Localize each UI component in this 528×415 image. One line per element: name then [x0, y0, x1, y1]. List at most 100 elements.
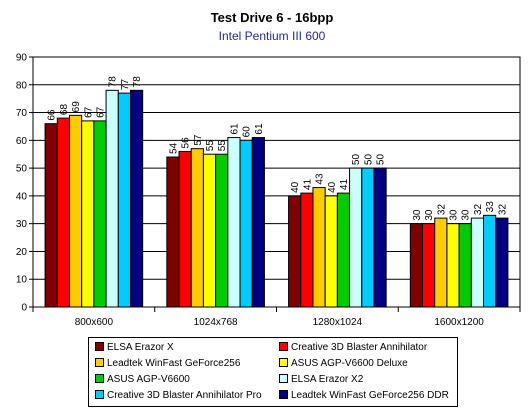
- legend-label: Leadtek WinFast GeForce256: [107, 358, 241, 369]
- x-tick-label: 1600x1200: [434, 317, 484, 328]
- legend-item: Leadtek WinFast GeForce256: [95, 357, 240, 371]
- y-tick-label: 70: [16, 108, 28, 119]
- data-label: 30: [424, 209, 435, 221]
- data-label: 40: [327, 181, 338, 193]
- bar: [215, 153, 229, 308]
- bar: [336, 192, 351, 308]
- data-label: 54: [168, 142, 179, 154]
- bar: [227, 137, 241, 308]
- y-tick-label: 0: [21, 303, 27, 314]
- y-tick-label: 20: [16, 247, 28, 258]
- legend-item: ASUS AGP-V6600 Deluxe: [279, 357, 408, 371]
- legend-label: ASUS AGP-V6600: [107, 374, 190, 385]
- data-label: 50: [363, 154, 374, 166]
- bar-chart: Test Drive 6 - 16bpp Intel Pentium III 6…: [16, 10, 521, 328]
- legend-swatch: [95, 341, 104, 351]
- chart-subtitle: Intel Pentium III 600: [219, 29, 326, 43]
- data-label: 30: [461, 209, 472, 221]
- x-tick-label: 1280x1024: [313, 317, 363, 328]
- bar: [44, 123, 58, 308]
- data-label: 41: [339, 179, 350, 191]
- x-axis-ticks: 800x600 1024x768 1280x1024 1600x1200: [32, 307, 521, 328]
- data-label: 50: [351, 154, 362, 166]
- data-label: 30: [412, 209, 423, 221]
- bar: [434, 217, 448, 308]
- legend-swatch: [279, 341, 288, 351]
- bar: [349, 167, 363, 308]
- bar: [300, 192, 314, 308]
- legend-swatch: [279, 373, 288, 383]
- bar: [93, 120, 107, 308]
- bar: [312, 187, 326, 308]
- bar: [361, 167, 375, 308]
- bar: [178, 150, 192, 308]
- data-label: 32: [497, 204, 508, 216]
- legend-item: Creative 3D Blaster Annihilator: [279, 341, 427, 355]
- data-label: 67: [95, 106, 106, 118]
- bar: [81, 120, 95, 308]
- x-tick-label: 1024x768: [194, 317, 238, 328]
- bar: [202, 153, 217, 308]
- legend-label: Creative 3D Blaster Annihilator: [291, 342, 428, 353]
- y-axis-ticks: 0 10 20 30 40 50 60 70 80 90: [16, 53, 33, 314]
- bar: [68, 114, 83, 308]
- bar: [422, 223, 436, 308]
- bar: [129, 89, 144, 308]
- bar: [483, 214, 497, 308]
- x-tick-label: 800x600: [75, 317, 114, 328]
- legend-swatch: [95, 389, 104, 399]
- data-label: 60: [242, 126, 253, 138]
- y-tick-label: 30: [16, 219, 28, 230]
- legend-label: ASUS AGP-V6600 Deluxe: [291, 358, 408, 369]
- legend-label: Leadtek WinFast GeForce256 DDR: [291, 390, 449, 401]
- chart-title: Test Drive 6 - 16bpp: [211, 10, 334, 25]
- legend-swatch: [279, 357, 288, 367]
- legend-item: ASUS AGP-V6600: [95, 373, 190, 387]
- data-label: 66: [47, 109, 58, 121]
- data-label: 32: [473, 204, 484, 216]
- data-label: 55: [205, 140, 216, 152]
- bar: [470, 217, 485, 308]
- data-label: 57: [193, 134, 204, 146]
- bar: [166, 156, 180, 308]
- bar: [373, 167, 387, 308]
- y-tick-label: 80: [16, 80, 28, 91]
- data-label: 67: [83, 106, 94, 118]
- legend-item: ELSA Erazor X: [95, 341, 174, 355]
- data-label: 55: [217, 140, 228, 152]
- data-label: 61: [229, 123, 240, 135]
- bar: [105, 89, 119, 308]
- bar: [458, 223, 472, 308]
- bar: [495, 217, 509, 308]
- legend-swatch: [95, 373, 104, 383]
- plot-area: [32, 56, 521, 308]
- legend-label: ELSA Erazor X: [107, 342, 174, 353]
- y-tick-label: 50: [16, 164, 28, 175]
- legend-label: Creative 3D Blaster Annihilator Pro: [107, 390, 262, 401]
- data-label: 77: [120, 79, 131, 91]
- legend-item: Leadtek WinFast GeForce256 DDR: [279, 389, 449, 403]
- y-tick-label: 40: [16, 191, 28, 202]
- y-tick-label: 10: [16, 275, 28, 286]
- legend-label: ELSA Erazor X2: [291, 374, 364, 385]
- bar: [117, 92, 131, 308]
- data-label: 30: [449, 209, 460, 221]
- data-label: 50: [376, 154, 387, 166]
- y-tick-label: 90: [16, 53, 28, 64]
- bar: [190, 148, 204, 308]
- bar: [239, 139, 253, 308]
- bar: [288, 195, 302, 308]
- legend-item: Creative 3D Blaster Annihilator Pro: [95, 389, 262, 403]
- data-label: 56: [181, 137, 192, 149]
- bar: [409, 223, 424, 308]
- data-label: 40: [290, 181, 301, 193]
- legend-item: ELSA Erazor X2: [279, 373, 363, 387]
- data-label: 61: [254, 123, 265, 135]
- data-label: 32: [436, 204, 447, 216]
- data-label: 43: [315, 173, 326, 185]
- data-label: 41: [302, 179, 313, 191]
- legend-swatch: [95, 357, 104, 367]
- data-label: 33: [485, 201, 496, 213]
- legend-swatch: [279, 389, 288, 399]
